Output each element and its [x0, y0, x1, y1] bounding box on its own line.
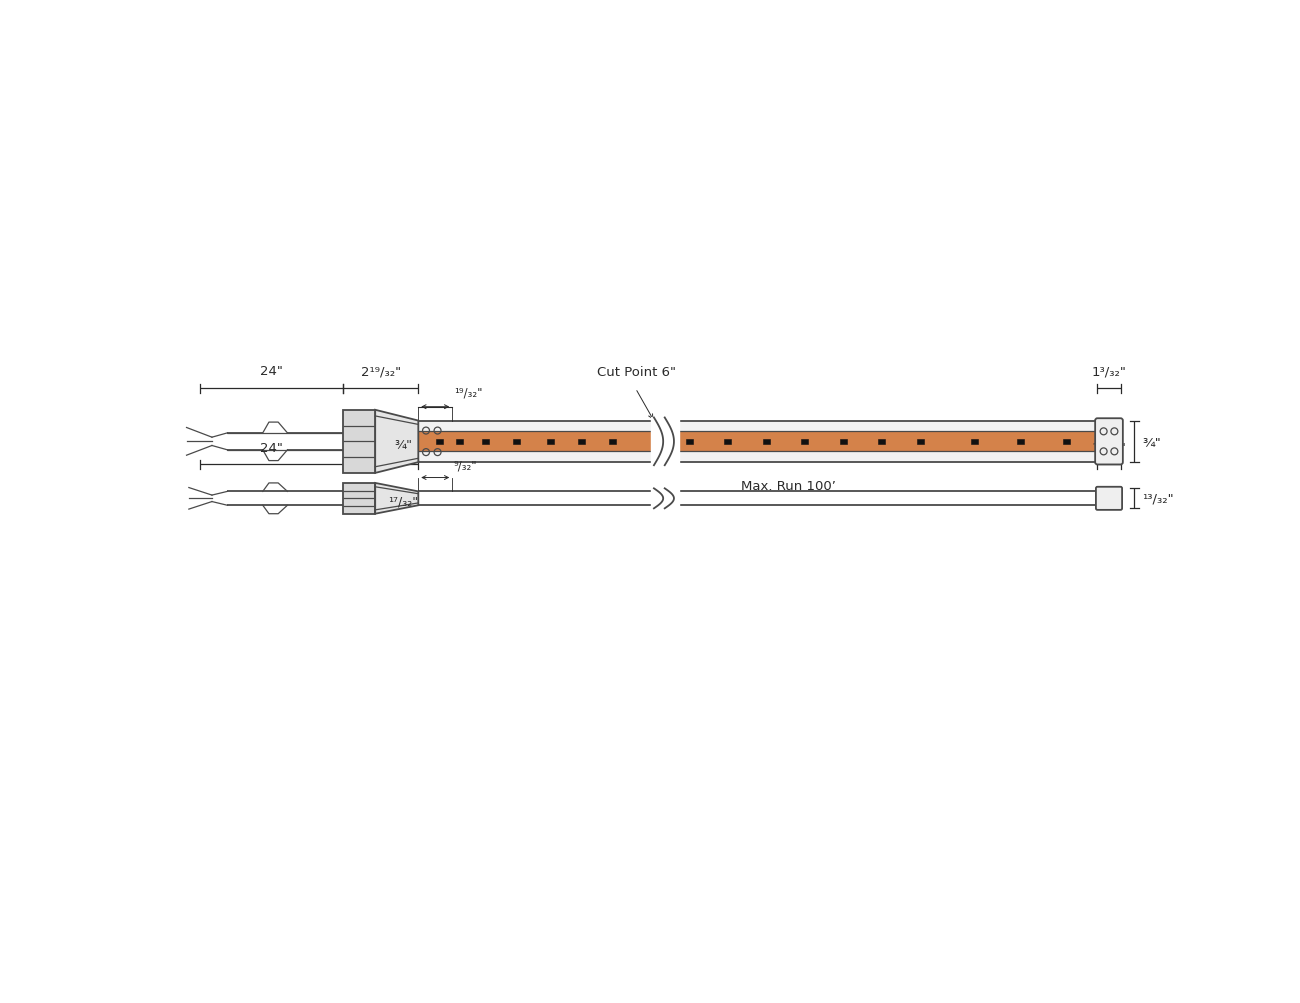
- Text: ¾": ¾": [1143, 435, 1161, 448]
- Bar: [482, 439, 489, 444]
- Bar: [916, 439, 924, 444]
- Bar: [343, 410, 376, 473]
- Polygon shape: [651, 417, 679, 466]
- Text: ¹⁹/₃₂": ¹⁹/₃₂": [454, 386, 482, 399]
- Text: 2¹⁹/₃₂": 2¹⁹/₃₂": [360, 365, 400, 378]
- Bar: [608, 439, 616, 444]
- Bar: [512, 439, 520, 444]
- Text: ¹⁷/₃₂": ¹⁷/₃₂": [387, 494, 419, 508]
- Bar: [343, 483, 376, 515]
- Bar: [686, 439, 693, 444]
- Bar: [547, 439, 554, 444]
- Polygon shape: [651, 484, 679, 514]
- Bar: [419, 432, 1097, 451]
- FancyBboxPatch shape: [1096, 487, 1122, 511]
- Text: 24": 24": [260, 441, 283, 454]
- Text: 1³/₃₂": 1³/₃₂": [1092, 365, 1126, 378]
- Polygon shape: [376, 483, 419, 515]
- Bar: [578, 439, 585, 444]
- Bar: [1063, 439, 1070, 444]
- Bar: [1017, 439, 1024, 444]
- FancyBboxPatch shape: [1095, 419, 1123, 465]
- Bar: [801, 439, 809, 444]
- Text: ⁹/₃₂": ⁹/₃₂": [454, 459, 477, 471]
- Bar: [724, 439, 732, 444]
- Bar: [456, 439, 463, 444]
- Bar: [436, 439, 442, 444]
- Bar: [879, 439, 885, 444]
- Bar: [419, 421, 1097, 462]
- Bar: [763, 439, 770, 444]
- Bar: [971, 439, 978, 444]
- Text: 24": 24": [260, 365, 283, 378]
- Bar: [840, 439, 846, 444]
- Text: 2¹⁹/₃₂": 2¹⁹/₃₂": [360, 441, 400, 454]
- Text: Cut Point 6": Cut Point 6": [597, 366, 676, 379]
- Text: Max. Run 100’: Max. Run 100’: [741, 479, 836, 492]
- Polygon shape: [376, 410, 419, 473]
- Text: 1³/₃₂": 1³/₃₂": [1092, 441, 1126, 454]
- Text: ¾": ¾": [394, 437, 412, 450]
- Text: ¹³/₃₂": ¹³/₃₂": [1143, 492, 1174, 506]
